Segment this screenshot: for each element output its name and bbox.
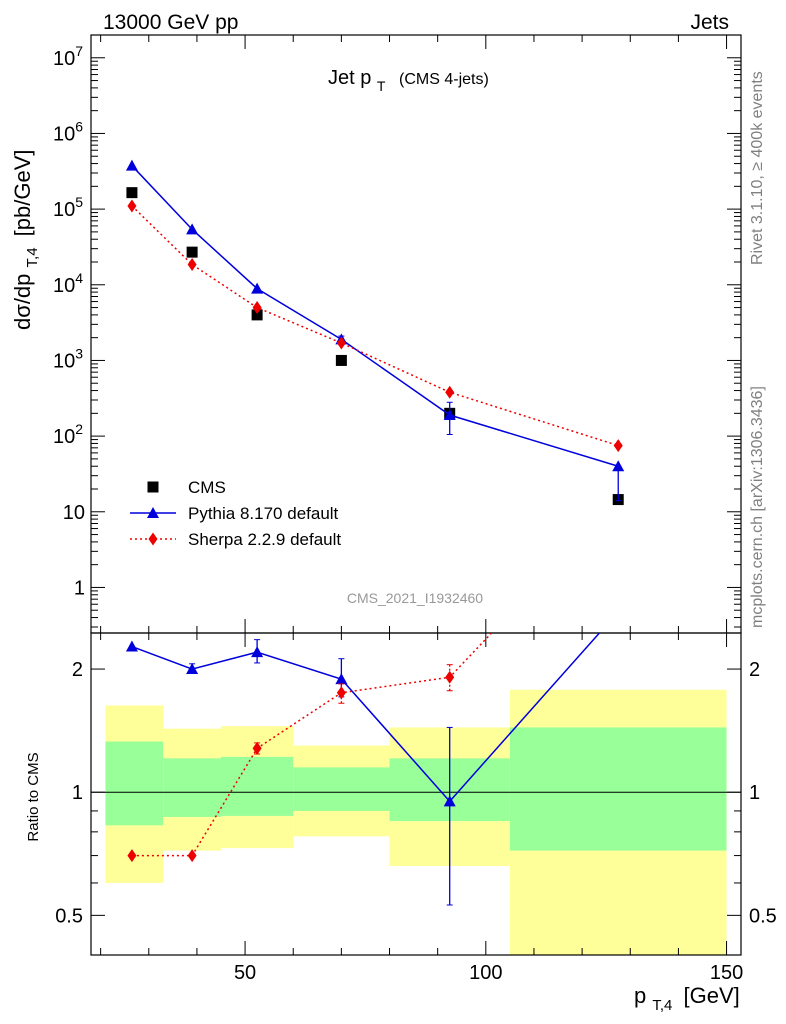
main-y-tick-label: 107: [53, 43, 83, 70]
legend-marker-pythia-8-170-default: [147, 507, 159, 518]
header-energy-label: 13000 GeV pp: [103, 11, 238, 34]
ratio-panel-marks: [125, 633, 601, 906]
plot-title: Jet p T (CMS 4-jets): [328, 67, 489, 96]
main-y-axis-label: dσ/dp T,4 [pb/GeV]: [10, 149, 42, 330]
cms-point: [251, 309, 263, 321]
sherpa-2-2-9-default-point: [127, 199, 137, 213]
main-y-tick-label: 1: [74, 577, 85, 599]
ratio-y-tick-label-left: 0.5: [55, 905, 83, 927]
legend-label-pythia-8-170-default: Pythia 8.170 default: [188, 504, 339, 523]
main-y-axis-label-unit: [pb/GeV]: [10, 149, 35, 236]
pythia-8-170-default-point: [186, 223, 199, 235]
cms-point: [186, 246, 198, 258]
ratio-band-inner-2: [221, 756, 294, 816]
pythia-8-170-default-point: [443, 409, 456, 421]
sherpa-2-2-9-default-point: [252, 301, 262, 315]
plot-title-main: Jet p: [328, 67, 371, 89]
ratio-series-group: [125, 633, 601, 906]
x-axis-label: p T,4 [GeV]: [634, 983, 740, 1015]
pythia-8-170-default-point: [125, 159, 138, 171]
legend-label-cms: CMS: [188, 478, 226, 497]
x-tick-label: 100: [469, 962, 502, 984]
main-y-tick-label: 10: [63, 502, 85, 524]
ratio-panel-ticks: 50 100 150 0.5 0.5 1 1 2 2: [55, 632, 777, 984]
header-process-label: Jets: [690, 11, 729, 34]
sherpa-2-2-9-default-point: [187, 258, 197, 272]
legend-marker-cms: [147, 481, 159, 493]
x-tick-label: 150: [710, 962, 743, 984]
x-axis-label-subscript: T,4: [652, 997, 672, 1014]
ratio-pythia-8-170-default-point: [186, 663, 199, 675]
main-y-tick-label: 105: [53, 194, 83, 221]
cms-point: [126, 187, 138, 199]
ratio-band-inner-0: [105, 741, 164, 826]
sherpa-2-2-9-default-point: [613, 439, 623, 453]
ratio-y-tick-label-left: 1: [72, 782, 83, 804]
pythia-8-170-default-line: [131, 165, 619, 467]
main-panel-marks: [125, 159, 625, 506]
ratio-y-tick-label-left: 2: [72, 659, 83, 681]
ratio-sherpa-2-2-9-default-point: [252, 741, 262, 755]
ratio-sherpa-2-2-9-default-point: [445, 670, 455, 684]
sherpa-2-2-9-default-line: [131, 205, 619, 447]
plot-title-extra: (CMS 4-jets): [399, 71, 489, 88]
x-axis-label-unit: [GeV]: [684, 983, 740, 1008]
ratio-pythia-8-170-default-point: [443, 795, 456, 807]
sherpa-2-2-9-default-point: [336, 336, 346, 350]
plot-title-subscript: T: [377, 78, 386, 94]
mcplots-reference-label: mcplots.cern.ch [arXiv:1306.3436]: [749, 386, 766, 628]
ratio-pythia-8-170-default-point: [251, 646, 264, 658]
sherpa-2-2-9-default-point: [445, 385, 455, 399]
legend-label-sherpa-2-2-9-default: Sherpa 2.2.9 default: [188, 530, 341, 549]
ratio-y-tick-label-right: 2: [749, 659, 760, 681]
ratio-y-tick-label-right: 1: [749, 782, 760, 804]
cms-point: [335, 354, 347, 366]
ratio-sherpa-2-2-9-default-point: [336, 686, 346, 700]
x-axis-label-main: p: [634, 983, 646, 1008]
pythia-8-170-default-point: [612, 460, 625, 472]
ratio-band-inner-1: [163, 758, 221, 817]
main-panel-ticks: 1 10 102 103 104 105 106 107: [53, 34, 742, 634]
ratio-y-axis-label: Ratio to CMS: [25, 752, 42, 841]
ratio-band-inner-5: [509, 727, 727, 851]
ratio-y-tick-label-right: 0.5: [749, 905, 777, 927]
main-y-tick-label: 104: [53, 270, 83, 297]
ratio-panel-frame: [90, 632, 742, 956]
ratio-sherpa-2-2-9-default-point: [127, 849, 137, 863]
ratio-pythia-8-170-default-point: [335, 673, 348, 685]
rivet-version-label: Rivet 3.1.10, ≥ 400k events: [749, 71, 766, 265]
ratio-uncertainty-bands: [105, 689, 727, 955]
ratio-sherpa-2-2-9-default-line: [131, 633, 493, 857]
legend: CMS Pythia 8.170 default Sherpa 2.2.9 defa…: [130, 478, 341, 549]
main-y-axis-label-subscript: T,4: [24, 247, 41, 267]
legend-marker-sherpa-2-2-9-default: [148, 532, 158, 546]
main-y-tick-label: 106: [53, 118, 83, 145]
main-y-tick-label: 102: [53, 421, 83, 448]
main-y-tick-label: 103: [53, 345, 83, 372]
ratio-band-inner-3: [293, 767, 390, 811]
x-tick-label: 50: [234, 962, 256, 984]
ratio-pythia-8-170-default-line: [131, 633, 601, 803]
ratio-sherpa-2-2-9-default-point: [187, 849, 197, 863]
analysis-watermark: CMS_2021_I1932460: [347, 590, 483, 606]
pythia-8-170-default-point: [251, 282, 264, 294]
main-series-group: [125, 159, 625, 506]
main-y-axis-label-main: dσ/dp: [10, 274, 35, 330]
ratio-pythia-8-170-default-point: [125, 640, 138, 652]
